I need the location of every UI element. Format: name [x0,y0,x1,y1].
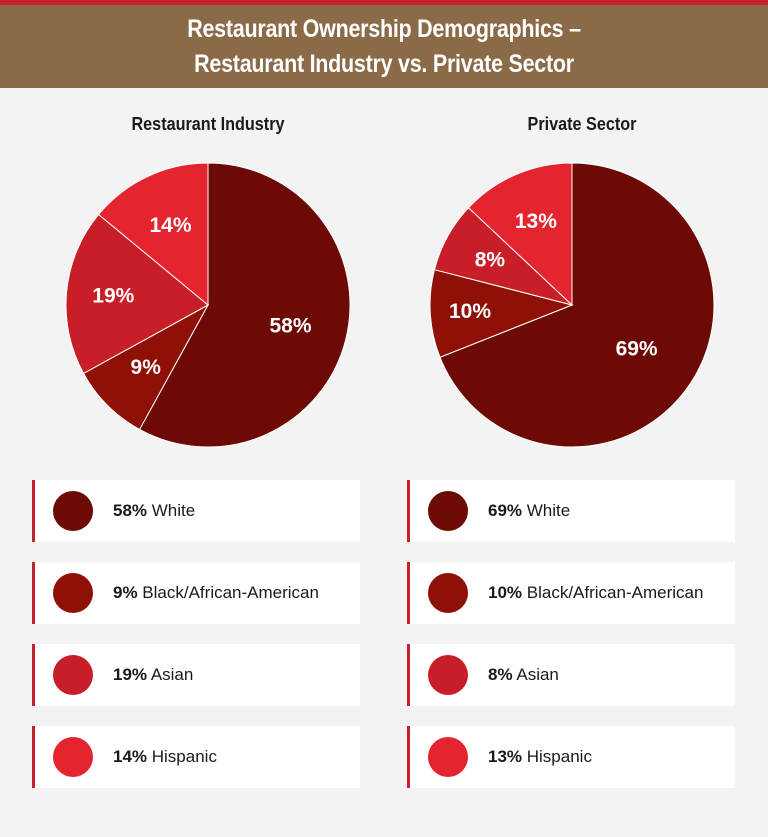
pie-slice-label: 69% [616,337,658,360]
legend-private-sector: 69% White 10% Black/African-American 8% As… [407,480,735,808]
pie-slice-label: 10% [449,300,491,323]
legend-percent: 10% [488,583,523,602]
legend-percent: 69% [488,501,523,520]
legend-category: Asian [512,665,559,684]
page-header: Restaurant Ownership Demographics – Rest… [0,5,768,88]
page-title-line-1: Restaurant Ownership Demographics – [187,14,581,43]
legend-item: 69% White [407,480,735,542]
chart-title-restaurant-industry: Restaurant Industry [131,114,285,134]
pie-slice-hispanic [97,162,209,307]
top-accent-bar [0,0,768,5]
pie-slice-label: 9% [131,356,162,379]
legend-label: 58% White [113,501,195,521]
legend-item: 19% Asian [32,644,360,706]
legend-percent: 8% [488,665,513,684]
pie-slice-hispanic [467,162,573,307]
legend-category: Black/African-American [137,583,319,602]
legend-category: White [522,501,571,520]
legend-label: 14% Hispanic [113,747,217,767]
pie-chart-private-sector: 69% 10% 8% 13% [429,162,715,448]
legend-item: 13% Hispanic [407,726,735,788]
legend-swatch [428,737,468,777]
pie-slice-white [138,162,351,448]
pie-slice-white [439,162,715,448]
legend-label: 8% Asian [488,665,559,685]
legend-swatch [428,573,468,613]
legend-percent: 19% [113,665,148,684]
legend-percent: 9% [113,583,138,602]
legend-swatch [53,491,93,531]
pie-slice-label: 19% [92,285,134,308]
legend-percent: 58% [113,501,148,520]
legend-restaurant-industry: 58% White 9% Black/African-American 19% As… [32,480,360,808]
pie-slice-black-african-american [429,269,574,358]
legend-label: 10% Black/African-American [488,583,703,603]
pie-slice-black-african-american [82,303,210,431]
legend-category: Asian [147,665,194,684]
legend-category: Hispanic [522,747,592,766]
pie-slice-label: 58% [269,315,311,338]
legend-percent: 14% [113,747,148,766]
pie-slice-asian [65,213,209,375]
legend-item: 8% Asian [407,644,735,706]
legend-swatch [428,655,468,695]
legend-category: Hispanic [147,747,217,766]
legend-label: 69% White [488,501,570,521]
chart-title-private-sector: Private Sector [527,114,637,134]
legend-category: Black/African-American [522,583,704,602]
legend-percent: 13% [488,747,523,766]
pie-chart-restaurant-industry: 58% 9% 19% 14% [65,162,351,448]
legend-label: 19% Asian [113,665,193,685]
legend-category: White [147,501,196,520]
page-title-line-2: Restaurant Industry vs. Private Sector [194,49,574,78]
legend-item: 10% Black/African-American [407,562,735,624]
legend-label: 13% Hispanic [488,747,592,767]
pie-slice-label: 14% [149,214,191,237]
legend-swatch [428,491,468,531]
legend-swatch [53,737,93,777]
legend-swatch [53,573,93,613]
legend-item: 14% Hispanic [32,726,360,788]
legend-label: 9% Black/African-American [113,583,319,603]
pie-slice-label: 8% [475,248,506,271]
legend-swatch [53,655,93,695]
pie-slice-label: 13% [515,210,557,233]
legend-item: 9% Black/African-American [32,562,360,624]
legend-item: 58% White [32,480,360,542]
